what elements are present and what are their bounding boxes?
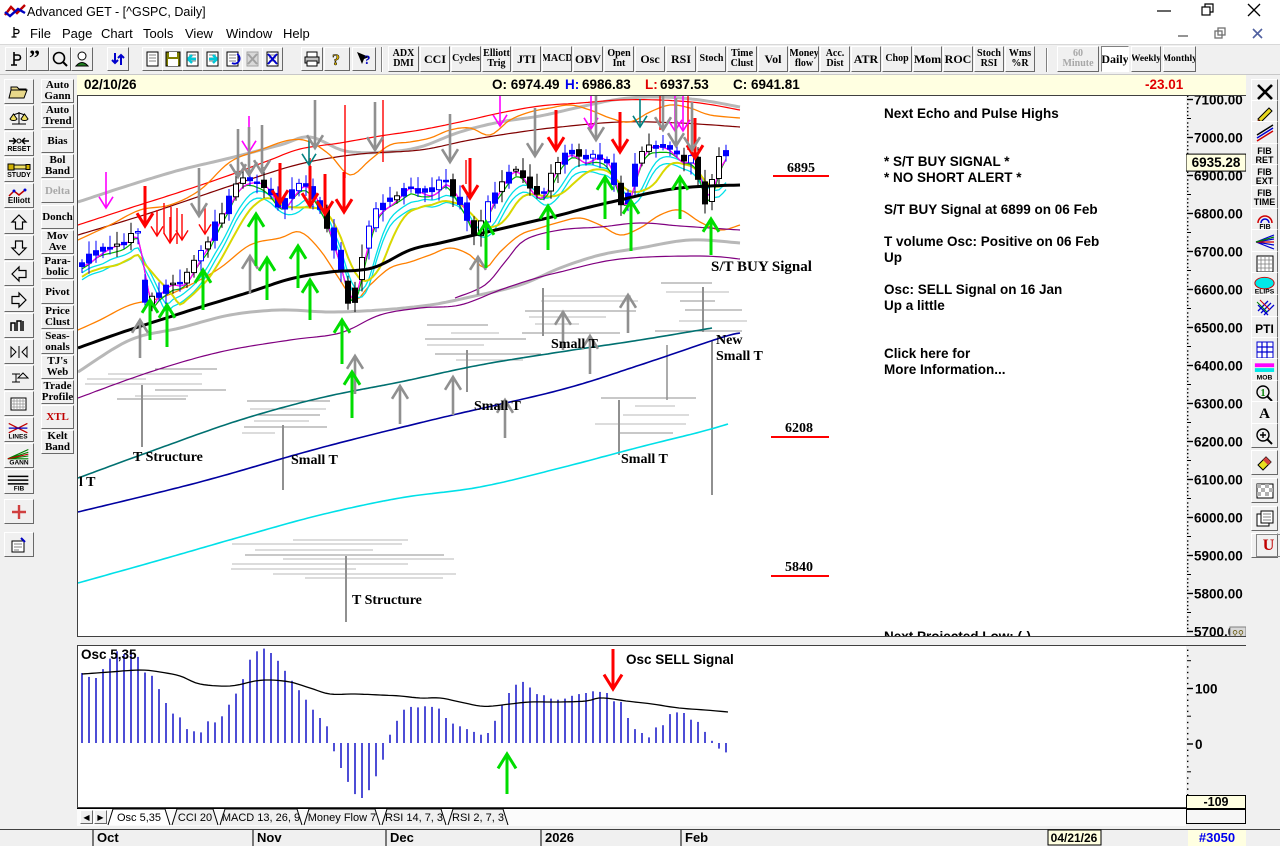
svg-text:S/T BUY Signal at 6899 on 06 F: S/T BUY Signal at 6899 on 06 Feb — [884, 202, 1098, 217]
svg-text:T Structure: T Structure — [352, 593, 422, 608]
svg-text:Nov: Nov — [257, 830, 282, 845]
svg-text:Osc 5,35: Osc 5,35 — [117, 812, 161, 824]
svg-text:* S/T BUY SIGNAL *: * S/T BUY SIGNAL * — [884, 154, 1010, 169]
svg-text:5700.00: 5700.00 — [1194, 625, 1243, 637]
svg-text:RESET: RESET — [7, 146, 31, 153]
svg-text:Small T: Small T — [291, 453, 338, 468]
svg-text:?: ? — [364, 52, 371, 67]
svg-text:6895: 6895 — [787, 161, 815, 176]
svg-text:6208: 6208 — [785, 421, 813, 436]
svg-text:6300.00: 6300.00 — [1194, 397, 1243, 412]
svg-text:Click here for: Click here for — [884, 346, 971, 361]
svg-text:ELIPS: ELIPS — [1255, 288, 1275, 294]
svg-text:6000.00: 6000.00 — [1194, 511, 1243, 526]
svg-text:CCI 20: CCI 20 — [178, 812, 212, 824]
svg-text:6900.00: 6900.00 — [1194, 169, 1243, 184]
svg-text:Osc 5,35: Osc 5,35 — [81, 647, 137, 662]
svg-text:Feb: Feb — [685, 830, 708, 845]
svg-text:⚲⚲: ⚲⚲ — [1232, 629, 1244, 636]
svg-text:Small T: Small T — [621, 452, 668, 467]
svg-text:RSI 2, 7, 3: RSI 2, 7, 3 — [452, 812, 504, 824]
svg-text:6400.00: 6400.00 — [1194, 359, 1243, 374]
svg-text:MACD 13, 26, 9: MACD 13, 26, 9 — [222, 812, 300, 824]
svg-text:LINES: LINES — [8, 433, 28, 440]
svg-text:1: 1 — [1260, 388, 1265, 399]
svg-text:04/21/26: 04/21/26 — [1051, 831, 1098, 845]
svg-text:”: ” — [29, 49, 40, 69]
svg-text:Oct: Oct — [97, 830, 119, 845]
svg-text:Next Projected Low: (-): Next Projected Low: (-) — [884, 629, 1031, 636]
svg-text:7000.00: 7000.00 — [1194, 131, 1243, 146]
svg-text:Next Echo and Pulse Highs: Next Echo and Pulse Highs — [884, 106, 1059, 121]
svg-text:6800.00: 6800.00 — [1194, 207, 1243, 222]
svg-text:RSI 14, 7, 3: RSI 14, 7, 3 — [385, 812, 443, 824]
svg-text:Up: Up — [884, 250, 902, 265]
svg-text:?: ? — [332, 52, 340, 68]
svg-text:Small T: Small T — [474, 399, 521, 414]
svg-text:#3050: #3050 — [1199, 830, 1235, 845]
svg-text:GANN: GANN — [9, 459, 28, 466]
svg-text:0: 0 — [1195, 737, 1203, 752]
svg-text:Up a little: Up a little — [884, 298, 945, 313]
svg-text:MOB: MOB — [1257, 374, 1273, 380]
svg-text:6100.00: 6100.00 — [1194, 473, 1243, 488]
svg-text:5900.00: 5900.00 — [1194, 549, 1243, 564]
svg-text:S/T BUY Signal: S/T BUY Signal — [711, 259, 812, 275]
svg-text:Elliott: Elliott — [8, 196, 31, 205]
svg-text:More Information...: More Information... — [884, 362, 1006, 377]
svg-text:100: 100 — [1195, 682, 1218, 697]
svg-text:5800.00: 5800.00 — [1194, 587, 1243, 602]
svg-text:7100.00: 7100.00 — [1194, 96, 1243, 108]
svg-text:Small T: Small T — [551, 337, 598, 352]
svg-text:2026: 2026 — [545, 830, 574, 845]
svg-text:* NO SHORT ALERT *: * NO SHORT ALERT * — [884, 170, 1022, 185]
svg-text:Small T: Small T — [716, 349, 763, 364]
svg-text:FIB: FIB — [14, 485, 25, 492]
svg-text:l T: l T — [79, 475, 96, 490]
svg-text:STUDY: STUDY — [7, 172, 31, 179]
svg-text:New: New — [716, 333, 743, 348]
svg-text:6700.00: 6700.00 — [1194, 245, 1243, 260]
svg-text:T Structure: T Structure — [133, 450, 203, 465]
svg-text:FIB: FIB — [1259, 224, 1270, 231]
svg-text:5840: 5840 — [785, 560, 813, 575]
svg-text:6200.00: 6200.00 — [1194, 435, 1243, 450]
svg-text:Dec: Dec — [390, 830, 414, 845]
svg-text:T volume Osc: Positive on 06 F: T volume Osc: Positive on 06 Feb — [884, 234, 1099, 249]
svg-text:Money Flow 7: Money Flow 7 — [308, 812, 376, 824]
svg-text:Osc: SELL Signal on 16 Jan: Osc: SELL Signal on 16 Jan — [884, 282, 1062, 297]
svg-text:Osc SELL Signal: Osc SELL Signal — [626, 652, 734, 667]
svg-text:6935.28: 6935.28 — [1192, 155, 1241, 170]
svg-text:6500.00: 6500.00 — [1194, 321, 1243, 336]
svg-text:6600.00: 6600.00 — [1194, 283, 1243, 298]
